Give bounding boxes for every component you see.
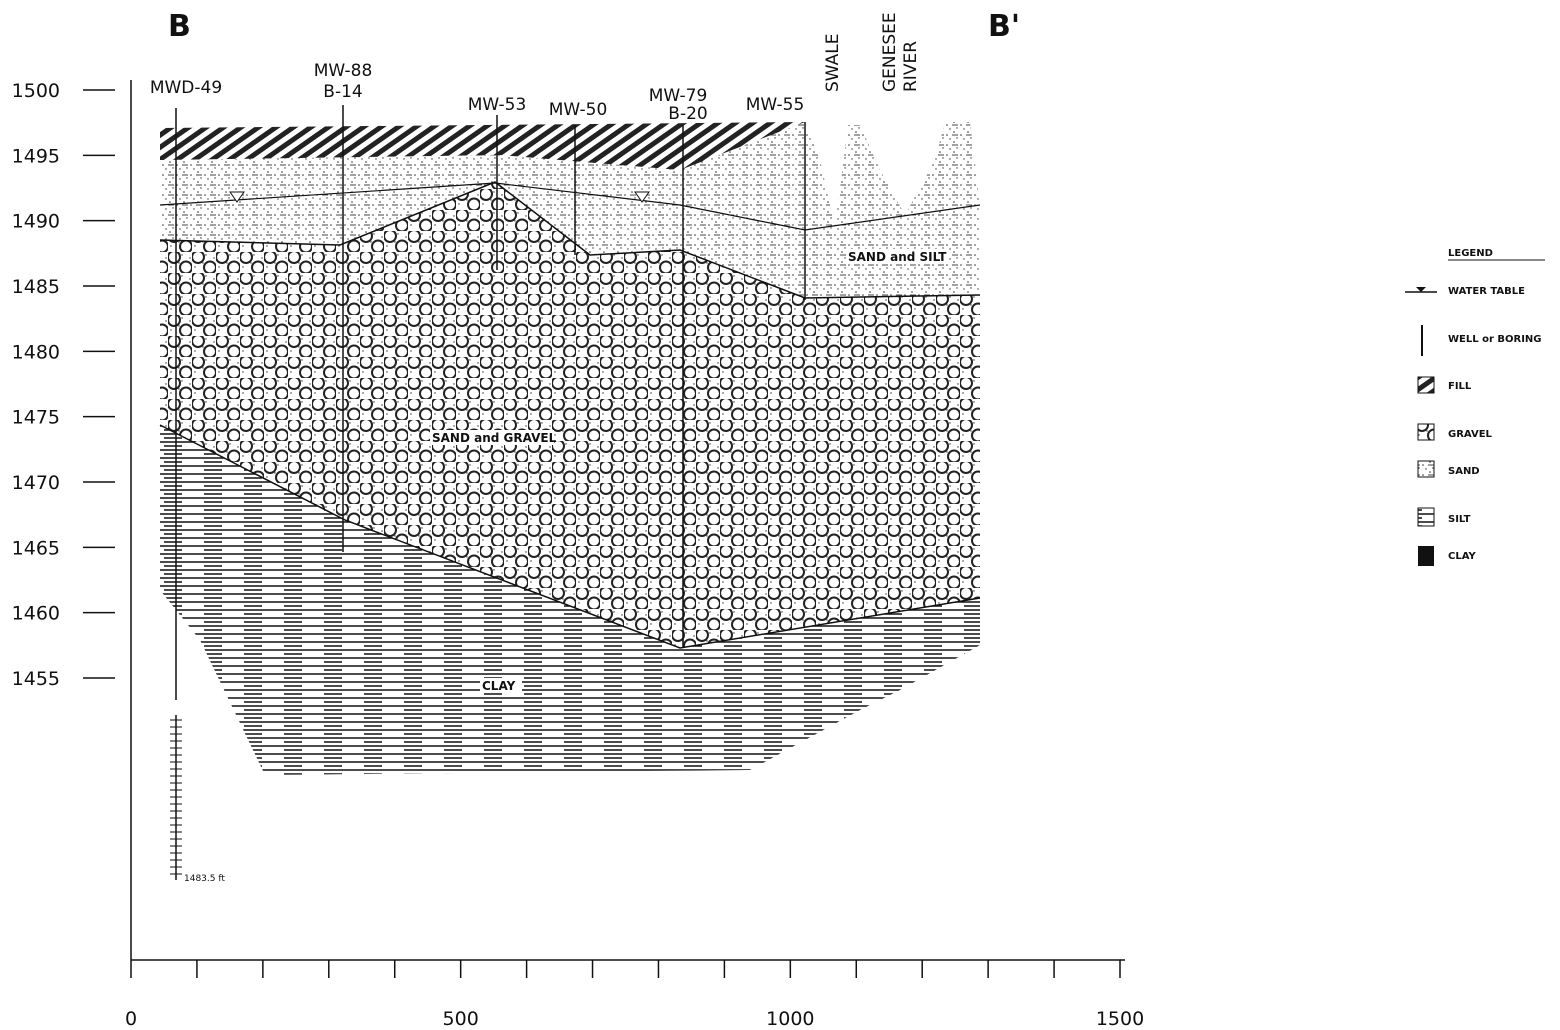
y-tick-label: 1490: [12, 211, 60, 233]
y-tick-label: 1500: [12, 80, 60, 102]
x-tick-label: 0: [125, 1008, 137, 1030]
legend-item: CLAY: [1448, 551, 1476, 562]
x-tick-label: 1000: [766, 1008, 814, 1030]
y-tick-label: 1495: [12, 145, 60, 167]
well-sublabel: B-14: [323, 82, 362, 102]
legend-symbol: [1417, 423, 1435, 441]
legend-symbol: [1418, 546, 1434, 566]
well-label: MW-79: [649, 86, 708, 106]
fill-layer: [160, 122, 805, 170]
well-label: MWD-49: [150, 78, 222, 98]
unit-label: SAND and SILT: [848, 250, 947, 264]
feature-label: GENESEE: [880, 12, 900, 92]
legend-item: SAND: [1448, 466, 1480, 477]
legend-item: GRAVEL: [1448, 429, 1493, 440]
y-tick-label: 1480: [12, 341, 60, 363]
section-end: B': [988, 9, 1020, 44]
legend-symbol: [1417, 507, 1435, 527]
legend-item: FILL: [1448, 381, 1472, 392]
y-tick-label: 1485: [12, 276, 60, 298]
y-tick-label: 1475: [12, 407, 60, 429]
gravel-layer: [160, 182, 980, 648]
water-table-symbol: [229, 191, 245, 203]
label-bg: [430, 430, 554, 445]
legend-symbol: [1416, 287, 1426, 292]
x-tick-label: 500: [443, 1008, 479, 1030]
legend-symbol: [1417, 460, 1435, 478]
sand-silt-layer: [160, 122, 980, 300]
boundary: [159, 424, 981, 649]
legend-item: WELL or BORING: [1448, 334, 1542, 345]
legend-title: LEGEND: [1448, 248, 1493, 259]
unit-label: CLAY: [482, 679, 516, 693]
well-label: MW-88: [314, 61, 373, 81]
label-bg: [846, 249, 948, 264]
y-tick-label: 1470: [12, 472, 60, 494]
legend-symbol: [1417, 376, 1435, 394]
y-tick-label: 1455: [12, 668, 60, 690]
y-tick-label: 1465: [12, 537, 60, 559]
water-table-symbol: [634, 191, 650, 203]
depth-note: 1483.5 ft: [184, 874, 225, 884]
clay-layer: [160, 425, 980, 775]
feature-label: RIVER: [901, 41, 921, 92]
label-bg: [480, 678, 522, 693]
legend-item: WATER TABLE: [1448, 286, 1525, 297]
well-label: MW-53: [468, 95, 527, 115]
legend-item: SILT: [1448, 514, 1471, 525]
x-tick-label: 1500: [1096, 1008, 1144, 1030]
y-tick-label: 1460: [12, 603, 60, 625]
water-table: [159, 182, 981, 231]
well-label: MW-55: [746, 95, 805, 115]
section-start: B: [168, 9, 191, 44]
feature-label: SWALE: [823, 33, 843, 92]
well-label: MW-50: [549, 100, 608, 120]
well-sublabel: B-20: [668, 104, 707, 124]
unit-label: SAND and GRAVEL: [432, 431, 557, 445]
